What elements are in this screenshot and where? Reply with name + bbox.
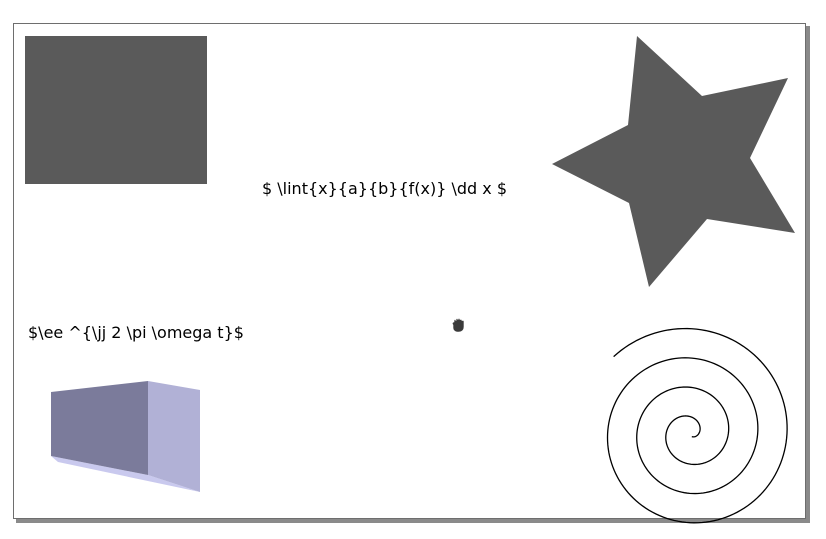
- box-front-face: [51, 381, 148, 475]
- star-shape[interactable]: [552, 36, 795, 287]
- spiral-shape[interactable]: [606, 327, 788, 524]
- hand-grab-icon: [452, 318, 465, 333]
- box-bottom-face: [51, 456, 200, 492]
- box-side-face: [148, 381, 200, 492]
- formula-integral[interactable]: $ \lint{x}{a}{b}{f(x)} \dd x $: [262, 179, 508, 198]
- rectangle-shape[interactable]: [25, 36, 207, 184]
- formula-exponential[interactable]: $\ee ^{\jj 2 \pi \omega t}$: [28, 323, 244, 342]
- box-3d-shape[interactable]: [51, 381, 200, 492]
